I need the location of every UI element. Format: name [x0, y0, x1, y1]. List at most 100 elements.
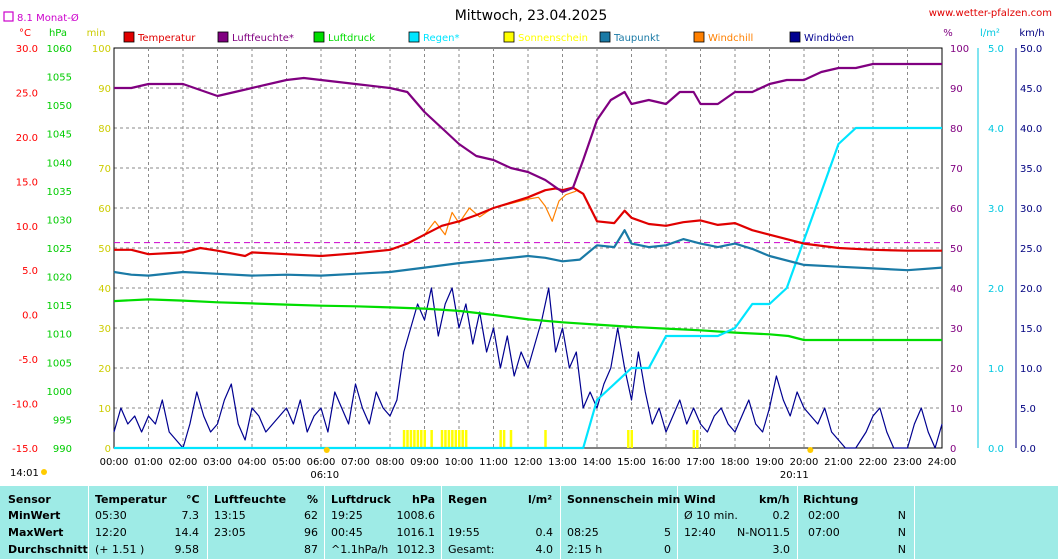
stat-press-val: 1012.3 — [396, 543, 436, 556]
sunshine-bar — [447, 430, 451, 448]
temp-tick-label: -15.0 — [12, 444, 38, 455]
x-tick-label: 19:00 — [755, 457, 784, 468]
stat-sun-val: 0 — [664, 543, 671, 556]
stat-rain-time: Gesamt: — [448, 543, 495, 556]
sunshine-bar — [627, 430, 630, 448]
stat-press-time: 00:45 — [331, 526, 363, 539]
temp-axis-unit: °C — [19, 28, 31, 39]
sunshine-bar — [413, 430, 416, 448]
sunshine-bar — [509, 430, 513, 448]
x-tick-label: 10:00 — [445, 457, 474, 468]
sunshine-bar — [692, 430, 696, 448]
header-rain-unit: l/m² — [528, 493, 553, 506]
header-hum: Luftfeuchte — [214, 493, 287, 506]
pressure-tick-label: 1025 — [47, 244, 72, 255]
sunshine-bar — [544, 430, 547, 448]
x-tick-label: 18:00 — [721, 457, 750, 468]
x-tick-label: 07:00 — [341, 457, 370, 468]
legend-label: Luftdruck — [328, 33, 375, 44]
series-line-windben — [113, 287, 943, 449]
humidity-axis-unit: % — [943, 28, 953, 39]
stat-sun-time: 08:25 — [567, 526, 599, 539]
series-line-regen — [114, 126, 942, 450]
wind-tick-label: 10.0 — [1020, 364, 1042, 375]
pressure-tick-label: 1005 — [47, 358, 72, 369]
header-sun: Sonnenschein min — [567, 493, 681, 506]
wind-tick-label: 30.0 — [1020, 204, 1042, 215]
x-tick-label: 15:00 — [617, 457, 646, 468]
temp-tick-label: 15.0 — [16, 177, 38, 188]
humidity-tick-label: 10 — [950, 404, 963, 415]
pressure-tick-label: 1040 — [47, 158, 72, 169]
website-link[interactable]: www.wetter-pfalzen.com — [929, 8, 1052, 19]
header-dir: Richtung — [803, 493, 859, 506]
wind-tick-label: 20.0 — [1020, 284, 1042, 295]
temp-tick-label: -5.0 — [18, 355, 38, 366]
sunshine-tick-label: 50 — [98, 244, 111, 255]
sunshine-bar — [440, 430, 444, 448]
stat-label: Durchschnitt — [8, 543, 88, 556]
x-tick-label: 14:00 — [583, 457, 612, 468]
rain-tick-label: 2.0 — [988, 284, 1004, 295]
legend-swatch — [599, 31, 611, 43]
stat-label: MinWert — [8, 509, 61, 522]
sunshine-bar — [420, 430, 423, 448]
sunshine-bar — [464, 430, 468, 448]
x-tick-label: 08:00 — [376, 457, 405, 468]
plot-area — [113, 62, 943, 450]
header-sensor: Sensor — [8, 493, 51, 506]
stat-hum-time: 13:15 — [214, 509, 246, 522]
humidity-tick-label: 80 — [950, 124, 963, 135]
stat-label: MaxWert — [8, 526, 64, 539]
legend: Temperatur Luftfeuchte* Luftdruck Regen* Son… — [123, 31, 854, 44]
stat-temp-time: 12:20 — [95, 526, 127, 539]
x-tick-label: 13:00 — [548, 457, 577, 468]
series-line-temperatur — [114, 186, 942, 258]
x-tick-label: 05:00 — [272, 457, 301, 468]
sunshine-bar — [406, 430, 409, 448]
rain-tick-label: 4.0 — [988, 124, 1004, 135]
sunset-time: 20:11 — [780, 470, 809, 481]
humidity-tick-label: 100 — [950, 44, 969, 55]
temp-tick-label: 30.0 — [16, 44, 38, 55]
sunshine-tick-label: 10 — [98, 404, 111, 415]
sunrise-icon — [323, 447, 330, 453]
header-press: Luftdruck — [331, 493, 391, 506]
stat-temp-val: 9.58 — [174, 543, 200, 556]
stat-hum-val: 96 — [304, 526, 318, 539]
x-tick-label: 02:00 — [169, 457, 198, 468]
legend-swatch — [123, 31, 135, 43]
humidity-tick-label: 60 — [950, 204, 963, 215]
pressure-tick-label: 1015 — [47, 301, 72, 312]
sunshine-tick-label: 70 — [98, 164, 111, 175]
temp-tick-label: 5.0 — [22, 266, 38, 277]
legend-label: Sonnenschein — [518, 33, 588, 44]
legend-swatch — [789, 31, 801, 43]
sunshine-tick-label: 90 — [98, 84, 111, 95]
x-tick-label: 01:00 — [134, 457, 163, 468]
sunshine-bar — [451, 430, 454, 448]
rain-tick-label: 1.0 — [988, 364, 1004, 375]
temp-tick-label: 25.0 — [16, 88, 38, 99]
legend-label: Windchill — [708, 33, 753, 44]
stats-table: Sensor Temperatur °C Luftfeuchte % Luftd… — [0, 486, 1058, 559]
x-tick-label: 22:00 — [859, 457, 888, 468]
wind-tick-label: 45.0 — [1020, 84, 1042, 95]
stat-press-time: 19:25 — [331, 509, 363, 522]
wind-tick-label: 40.0 — [1020, 124, 1042, 135]
temp-tick-label: 20.0 — [16, 133, 38, 144]
humidity-tick-label: 70 — [950, 164, 963, 175]
sunshine-bar — [502, 430, 506, 448]
stat-hum-val: 87 — [304, 543, 318, 556]
humidity-tick-label: 0 — [950, 444, 956, 455]
stat-rain-time: 19:55 — [448, 526, 480, 539]
stat-dir-val: N — [897, 509, 906, 522]
x-tick-label: 03:00 — [203, 457, 232, 468]
legend-label: Temperatur — [137, 33, 196, 44]
wind-tick-label: 15.0 — [1020, 324, 1042, 335]
sunshine-bar — [458, 430, 461, 448]
legend-swatch — [503, 31, 515, 43]
stat-temp-time: 05:30 — [95, 509, 127, 522]
x-tick-label: 20:00 — [790, 457, 819, 468]
monthly-avg-label: 8.1 Monat-Ø — [17, 12, 79, 24]
